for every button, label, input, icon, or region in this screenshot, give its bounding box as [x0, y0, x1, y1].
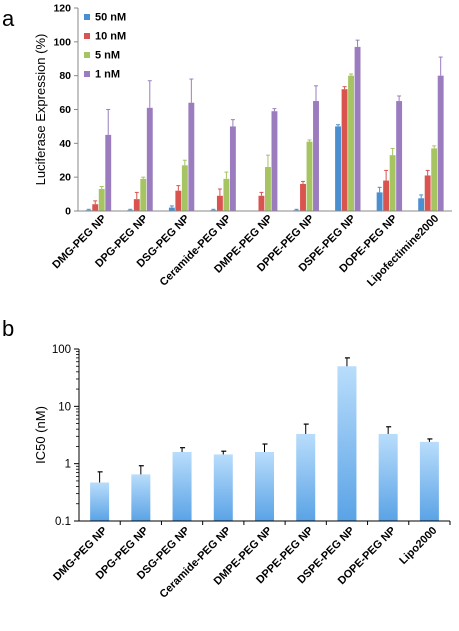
bar-10-nM-7: [383, 180, 390, 211]
bar-10-nM-2: [175, 190, 182, 211]
bar-5-nM-5: [306, 141, 313, 211]
y-tick-label: 0: [65, 206, 71, 218]
bar-1-nM-7: [396, 101, 403, 211]
bar-7: [378, 433, 398, 521]
legend-swatch: [84, 52, 90, 58]
y-tick-label: 0.1: [55, 516, 71, 528]
bar-10-nM-8: [424, 175, 431, 211]
bar-50-nM-7: [376, 192, 383, 211]
bar-5: [296, 433, 316, 521]
chart-b-y-axis-label: IC50 (nM): [33, 406, 48, 464]
legend-swatch: [84, 14, 90, 20]
bar-6: [337, 366, 357, 521]
bar-10-nM-0: [92, 204, 99, 211]
bar-5-nM-2: [181, 165, 188, 211]
bar-1-nM-1: [146, 107, 153, 211]
bar-1-nM-2: [188, 102, 195, 211]
y-tick-label: 60: [59, 104, 71, 116]
bar-10-nM-3: [216, 195, 223, 211]
bar-0: [90, 482, 110, 521]
bar-1: [131, 474, 151, 521]
bar-10-nM-6: [341, 89, 348, 211]
chart-a-legend: 50 nM 10 nM 5 nM 1 nM: [84, 12, 126, 81]
x-tick-label: Lipo2000: [397, 525, 439, 567]
chart-b-bars: [90, 357, 439, 521]
chart-a-y-axis-label: Luciferase Expression (%): [33, 34, 48, 186]
y-tick-label: 100: [52, 344, 71, 356]
bar-10-nM-1: [133, 199, 140, 211]
bar-5-nM-1: [140, 178, 147, 211]
panel-letter-b: b: [2, 316, 14, 341]
bar-10-nM-5: [300, 183, 306, 211]
bar-5-nM-0: [98, 189, 105, 211]
y-tick-label: 20: [59, 172, 71, 184]
bar-5-nM-7: [389, 155, 396, 211]
bar-5-nM-6: [348, 75, 355, 212]
bar-5-nM-3: [223, 178, 230, 211]
legend-label: 50 nM: [95, 12, 126, 24]
bar-1-nM-5: [313, 101, 319, 211]
chart-a-y-ticks: 0 20 40 60 80 100 120: [53, 3, 78, 218]
legend-label: 5 nM: [95, 50, 120, 62]
bar-50-nM-2: [168, 207, 175, 211]
y-tick-label: 80: [59, 70, 71, 82]
chart-b-y-ticks: 0.1 1 10 100: [52, 344, 79, 528]
legend-swatch: [84, 71, 90, 77]
y-tick-label: 100: [53, 36, 71, 48]
bar-2: [172, 451, 192, 521]
bar-3: [213, 454, 233, 521]
panel-letter-a: a: [2, 6, 15, 31]
legend-label: 1 nM: [95, 69, 120, 81]
legend-swatch: [84, 33, 90, 39]
x-tick-label: Ceramide-PEG NP: [158, 213, 234, 289]
y-tick-label: 40: [59, 138, 71, 150]
y-tick-label: 10: [58, 401, 71, 413]
bar-1-nM-8: [437, 75, 444, 212]
bar-1-nM-6: [354, 46, 361, 212]
bar-50-nM-6: [335, 126, 342, 211]
x-tick-label: Lipofectimine2000: [365, 213, 441, 289]
y-tick-label: 1: [65, 459, 71, 471]
bar-5-nM-4: [265, 167, 271, 211]
x-tick-label: Ceramide-PEG NP: [157, 525, 233, 601]
bar-1-nM-0: [105, 134, 112, 211]
bar-5-nM-8: [431, 148, 438, 211]
y-tick-label: 120: [53, 3, 71, 15]
bar-1-nM-4: [271, 111, 278, 211]
chart-a-bars: [85, 39, 444, 212]
bar-1-nM-3: [229, 126, 236, 211]
legend-label: 10 nM: [95, 31, 126, 43]
bar-50-nM-8: [418, 198, 425, 211]
bar-4: [255, 451, 274, 521]
chart-b-axes: [78, 349, 451, 525]
bar-10-nM-4: [258, 195, 265, 211]
bar-8: [419, 441, 439, 521]
